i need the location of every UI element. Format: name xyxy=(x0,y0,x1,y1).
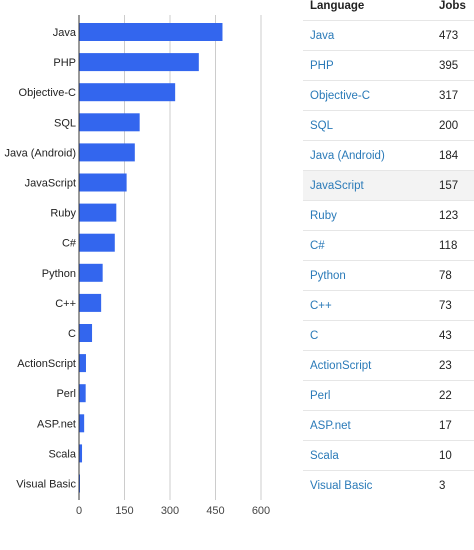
language-column-header[interactable]: Language xyxy=(303,0,432,21)
bar xyxy=(79,113,140,132)
language-cell[interactable]: ActionScript xyxy=(303,350,432,381)
table-row[interactable]: C 43 xyxy=(303,320,474,351)
category-label: Scala xyxy=(48,448,76,460)
x-tick-label: 450 xyxy=(206,505,224,517)
language-cell[interactable]: C++ xyxy=(303,290,432,321)
table-row[interactable]: Java 473 xyxy=(303,20,474,51)
x-tick-label: 600 xyxy=(252,505,270,517)
table-row[interactable]: Perl 22 xyxy=(303,380,474,411)
table-row[interactable]: Visual Basic 3 xyxy=(303,471,474,501)
table-row[interactable]: Scala 10 xyxy=(303,440,474,471)
category-label: Java (Android) xyxy=(4,147,76,159)
bar xyxy=(79,233,115,252)
language-cell[interactable]: Scala xyxy=(303,440,432,471)
category-label: Visual Basic xyxy=(16,479,76,491)
jobs-cell: 184 xyxy=(432,140,474,171)
bar-chart: Java PHP Objective-C SQL Java (Android) JavaS… xyxy=(4,15,270,517)
bar xyxy=(79,384,86,403)
language-cell[interactable]: SQL xyxy=(303,110,432,141)
language-cell[interactable]: Objective-C xyxy=(303,80,432,111)
language-cell[interactable]: C# xyxy=(303,230,432,261)
jobs-cell: 473 xyxy=(432,20,474,51)
language-cell[interactable]: Perl xyxy=(303,380,432,411)
x-tick-label: 0 xyxy=(76,505,82,517)
bar xyxy=(79,444,83,463)
language-cell[interactable]: Python xyxy=(303,260,432,291)
table-row[interactable]: C++ 73 xyxy=(303,290,474,321)
category-label: JavaScript xyxy=(25,178,76,190)
language-cell[interactable]: Visual Basic xyxy=(310,479,373,492)
category-label: ASP.net xyxy=(37,418,76,430)
table-row[interactable]: ASP.net 17 xyxy=(303,410,474,441)
bar xyxy=(79,203,117,222)
jobs-cell: 157 xyxy=(432,170,474,201)
bar xyxy=(79,143,135,162)
category-label: Objective-C xyxy=(19,87,77,99)
bar xyxy=(79,23,223,41)
jobs-table: Language Jobs Java 473 PHP 395 Objective-C 31… xyxy=(303,0,474,500)
jobs-cell: 317 xyxy=(432,80,474,111)
bar xyxy=(79,53,199,72)
bar xyxy=(79,173,127,192)
jobs-cell: 10 xyxy=(432,440,474,471)
bar xyxy=(79,414,85,433)
bar xyxy=(79,293,102,312)
table-row[interactable]: Objective-C 317 xyxy=(303,80,474,111)
jobs-cell: 23 xyxy=(432,350,474,381)
table-row[interactable]: Python 78 xyxy=(303,260,474,291)
category-label: Ruby xyxy=(50,208,76,220)
bar xyxy=(79,83,176,102)
language-cell[interactable]: C xyxy=(303,320,432,351)
table-row[interactable]: Ruby 123 xyxy=(303,200,474,231)
jobs-cell: 22 xyxy=(432,380,474,411)
language-cell[interactable]: Java xyxy=(303,20,432,51)
table-row[interactable]: PHP 395 xyxy=(303,50,474,81)
table-header-row: Language Jobs xyxy=(303,0,474,21)
jobs-column-header[interactable]: Jobs xyxy=(432,0,474,21)
jobs-cell: 43 xyxy=(432,320,474,351)
category-label: Java xyxy=(53,27,77,39)
bar xyxy=(79,324,93,342)
table-row[interactable]: C# 118 xyxy=(303,230,474,261)
x-tick-label: 300 xyxy=(161,505,179,517)
language-cell[interactable]: JavaScript xyxy=(303,170,432,201)
category-label: C# xyxy=(62,238,77,250)
jobs-cell: 200 xyxy=(432,110,474,141)
jobs-cell: 123 xyxy=(432,200,474,231)
jobs-cell: 17 xyxy=(432,410,474,441)
bar xyxy=(79,263,103,282)
jobs-cell: 73 xyxy=(432,290,474,321)
category-label: PHP xyxy=(53,57,76,69)
language-cell[interactable]: PHP xyxy=(303,50,432,81)
language-cell[interactable]: Java (Android) xyxy=(303,140,432,171)
table-row[interactable]: Java (Android) 184 xyxy=(303,140,474,171)
jobs-cell: 395 xyxy=(432,50,474,81)
category-label: C xyxy=(68,328,76,340)
language-cell[interactable]: ASP.net xyxy=(303,410,432,441)
category-label: ActionScript xyxy=(17,358,76,370)
jobs-cell: 3 xyxy=(439,479,446,492)
language-cell[interactable]: Ruby xyxy=(303,200,432,231)
x-tick-label: 150 xyxy=(115,505,133,517)
table-row[interactable]: SQL 200 xyxy=(303,110,474,141)
category-label: Python xyxy=(42,268,76,280)
table-row[interactable]: JavaScript 157 xyxy=(303,170,474,201)
bar xyxy=(79,354,86,373)
table-row[interactable]: ActionScript 23 xyxy=(303,350,474,381)
category-label: Perl xyxy=(56,388,76,400)
jobs-cell: 78 xyxy=(432,260,474,291)
category-label: C++ xyxy=(55,298,76,310)
category-label: SQL xyxy=(54,117,76,129)
jobs-cell: 118 xyxy=(432,230,474,261)
